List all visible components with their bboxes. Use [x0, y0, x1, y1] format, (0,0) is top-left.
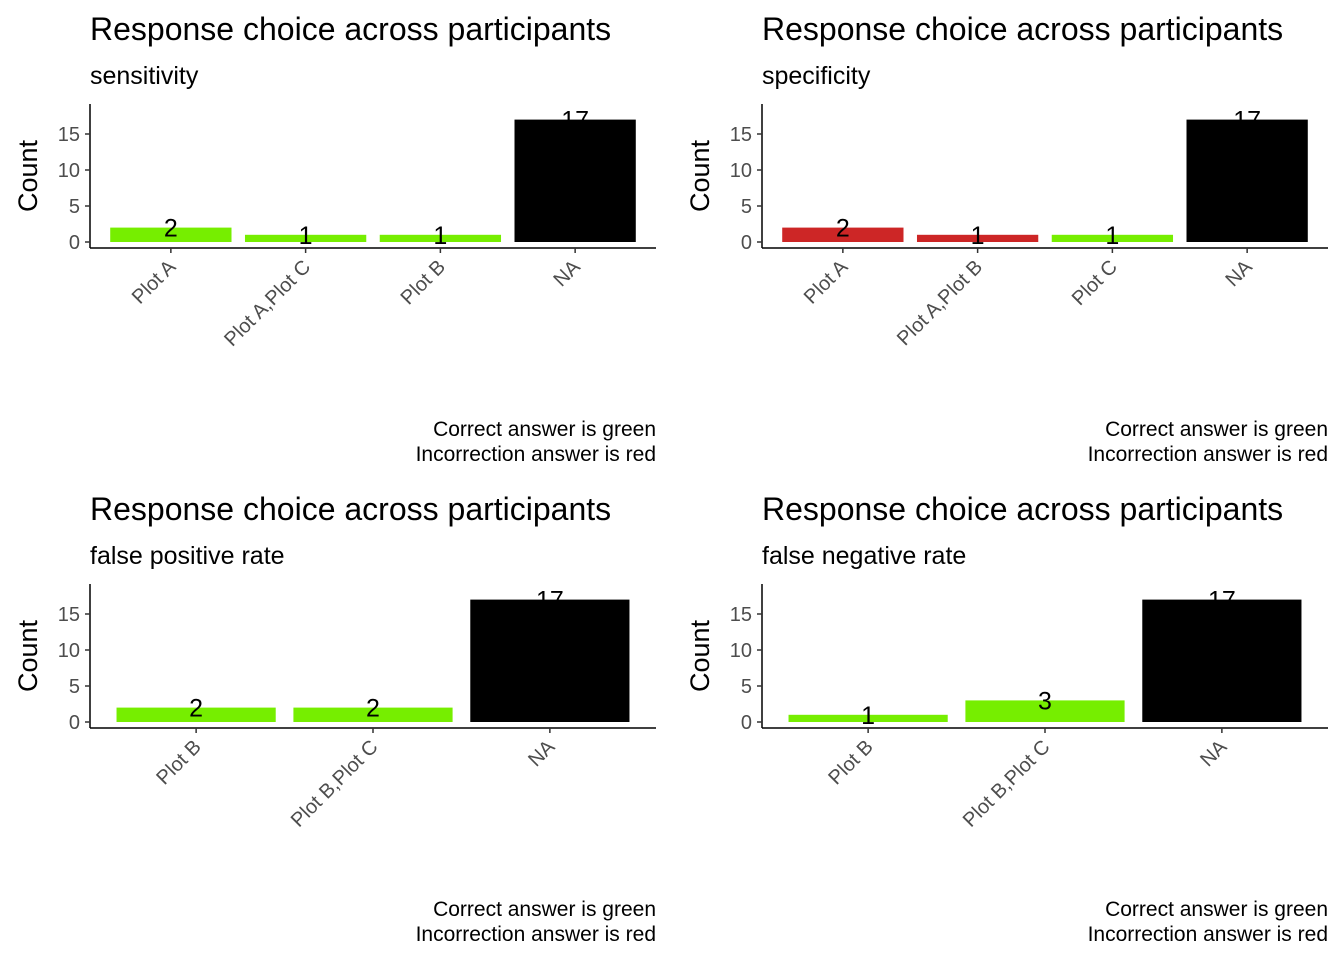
bar — [782, 227, 904, 242]
bar-value-label: 17 — [561, 107, 589, 135]
bar-chart-specificity: Response choice across participants speci… — [685, 11, 1328, 466]
chart-caption-line: Correct answer is green — [433, 418, 656, 441]
chart-subtitle: false positive rate — [90, 542, 285, 570]
bar — [379, 234, 502, 242]
y-axis-label: Count — [685, 619, 715, 692]
bar-chart-false-negative-rate: Response choice across participants false… — [685, 491, 1328, 946]
chart-panel-sensitivity: Response choice across participants sensi… — [0, 0, 672, 480]
x-tick-label: Plot A — [128, 256, 181, 309]
bar-chart-false-positive-rate: Response choice across participants false… — [13, 491, 656, 946]
bar-value-label: 2 — [836, 215, 850, 243]
x-tick-label: Plot A,Plot C — [220, 256, 315, 351]
bar-value-label: 1 — [1105, 222, 1119, 250]
bar — [244, 234, 367, 242]
bar — [110, 227, 232, 242]
bar — [916, 234, 1039, 242]
bar-value-label: 3 — [1038, 687, 1052, 715]
y-tick-label: 0 — [69, 232, 80, 254]
bar-value-label: 1 — [971, 222, 985, 250]
y-tick-label: 10 — [730, 640, 752, 662]
x-tick-label: NA — [1196, 736, 1232, 772]
chart-subtitle: false negative rate — [762, 542, 966, 570]
x-tick-label: Plot C — [1068, 256, 1122, 310]
chart-caption-line: Correct answer is green — [1105, 898, 1328, 921]
y-axis-label: Count — [13, 139, 43, 212]
y-tick-label: 0 — [741, 712, 752, 734]
chart-title: Response choice across participants — [90, 491, 611, 527]
chart-caption-line: Incorrection answer is red — [1088, 443, 1328, 466]
x-tick-label: NA — [1221, 256, 1257, 292]
y-tick-label: 0 — [69, 712, 80, 734]
chart-panel-specificity: Response choice across participants speci… — [672, 0, 1344, 480]
y-tick-label: 5 — [741, 676, 752, 698]
x-tick-label: Plot B,Plot C — [287, 736, 383, 832]
bar — [470, 599, 630, 722]
bar-value-label: 2 — [164, 215, 178, 243]
chart-caption-line: Incorrection answer is red — [416, 443, 656, 466]
chart-subtitle: specificity — [762, 62, 871, 90]
bar-value-label: 1 — [299, 222, 313, 250]
y-tick-label: 5 — [741, 196, 752, 218]
x-tick-label: Plot B — [397, 256, 450, 309]
bar-value-label: 17 — [536, 587, 564, 615]
y-tick-label: 10 — [58, 640, 80, 662]
chart-panel-false-positive-rate: Response choice across participants false… — [0, 480, 672, 960]
y-tick-label: 10 — [58, 160, 80, 182]
y-tick-label: 15 — [730, 124, 752, 146]
bar-value-label: 17 — [1233, 107, 1261, 135]
bar-chart-sensitivity: Response choice across participants sensi… — [13, 11, 656, 466]
y-axis-label: Count — [685, 139, 715, 212]
x-tick-label: Plot B — [152, 736, 205, 789]
x-tick-label: Plot B — [824, 736, 877, 789]
bar-value-label: 17 — [1208, 587, 1236, 615]
y-tick-label: 5 — [69, 676, 80, 698]
y-tick-label: 5 — [69, 196, 80, 218]
bar — [1051, 234, 1174, 242]
chart-caption-line: Correct answer is green — [1105, 418, 1328, 441]
x-tick-label: NA — [549, 256, 585, 292]
x-tick-label: Plot B,Plot C — [959, 736, 1055, 832]
bar — [1142, 599, 1302, 722]
bar — [116, 707, 276, 722]
chart-title: Response choice across participants — [762, 491, 1283, 527]
x-tick-label: Plot A — [800, 256, 853, 309]
bar-value-label: 2 — [189, 695, 203, 723]
chart-caption-line: Incorrection answer is red — [1088, 923, 1328, 946]
chart-caption-line: Correct answer is green — [433, 898, 656, 921]
chart-title: Response choice across participants — [90, 11, 611, 47]
bar — [965, 700, 1125, 722]
bar-value-label: 1 — [433, 222, 447, 250]
chart-subtitle: sensitivity — [90, 62, 199, 90]
y-tick-label: 15 — [58, 124, 80, 146]
x-tick-label: NA — [524, 736, 560, 772]
bar — [1186, 119, 1308, 242]
y-tick-label: 0 — [741, 232, 752, 254]
y-tick-label: 15 — [730, 604, 752, 626]
bar — [293, 707, 453, 722]
bar — [788, 714, 948, 722]
chart-caption-line: Incorrection answer is red — [416, 923, 656, 946]
chart-title: Response choice across participants — [762, 11, 1283, 47]
bar-value-label: 1 — [861, 702, 875, 730]
y-axis-label: Count — [13, 619, 43, 692]
x-tick-label: Plot A,Plot B — [893, 256, 987, 350]
chart-panel-false-negative-rate: Response choice across participants false… — [672, 480, 1344, 960]
y-tick-label: 10 — [730, 160, 752, 182]
bar-value-label: 2 — [366, 695, 380, 723]
bar — [514, 119, 636, 242]
y-tick-label: 15 — [58, 604, 80, 626]
